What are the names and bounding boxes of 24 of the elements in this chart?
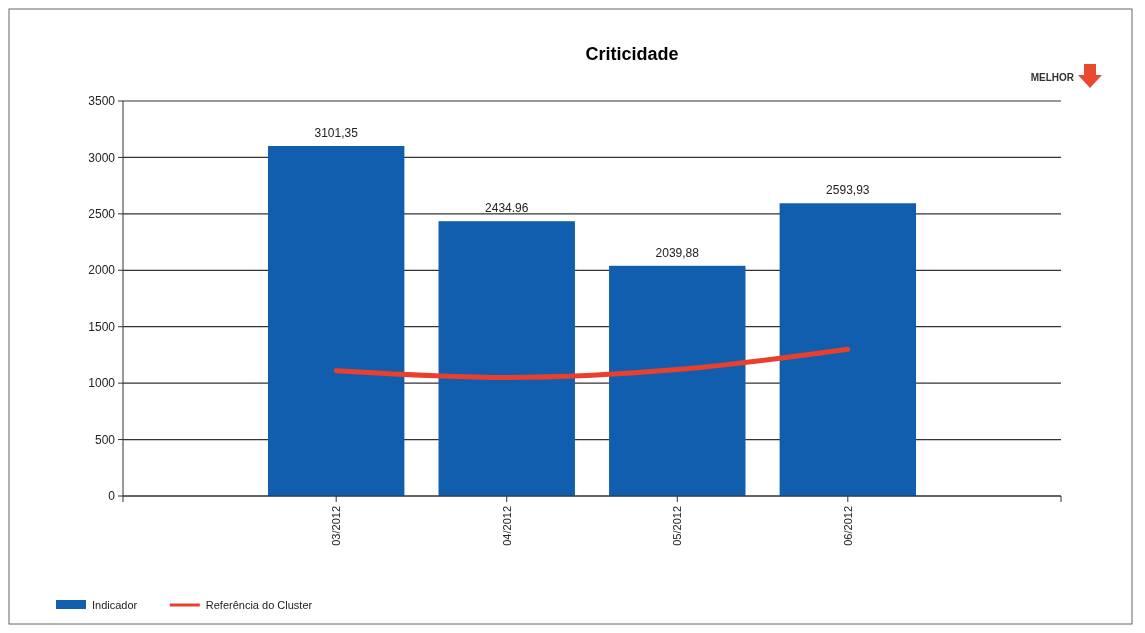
chart-title: Criticidade	[585, 44, 679, 64]
y-tick-label: 2000	[88, 263, 116, 278]
bar	[267, 145, 405, 496]
bar	[779, 203, 917, 496]
data-label: 2434.96	[485, 201, 529, 216]
y-tick-label: 0	[108, 489, 116, 504]
y-tick-label: 500	[94, 432, 116, 447]
legend-label: Indicador	[92, 598, 138, 611]
y-tick-label: 3000	[88, 150, 116, 165]
x-tick-label: 06/2012	[841, 506, 854, 546]
x-tick-label: 03/2012	[330, 506, 343, 546]
y-tick-label: 2500	[88, 207, 116, 222]
y-tick-label: 3500	[88, 94, 116, 109]
data-label: 2593,93	[826, 183, 870, 198]
legend-label: Referência do Cluster	[205, 598, 313, 611]
x-tick-label: 05/2012	[671, 506, 684, 546]
y-tick-label: 1500	[88, 319, 116, 334]
data-label: 2039,88	[655, 245, 700, 260]
x-tick-label: 04/2012	[500, 506, 513, 546]
bar	[609, 265, 746, 496]
data-label: 3101,35	[314, 125, 359, 140]
text: MELHOR	[1030, 72, 1075, 83]
bar	[438, 221, 575, 496]
y-tick-label: 1000	[88, 376, 116, 391]
